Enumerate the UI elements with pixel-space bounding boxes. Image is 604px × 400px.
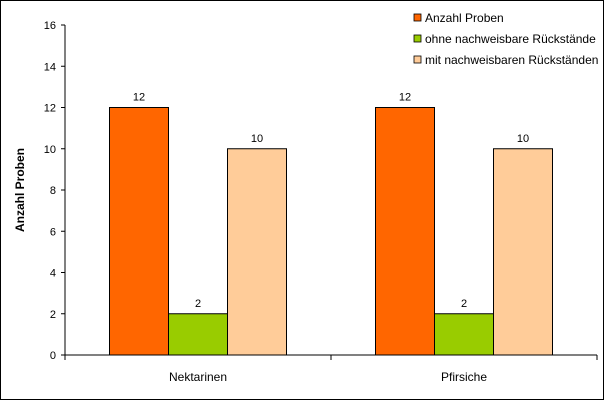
bar [493, 148, 553, 356]
y-tick-label: 6 [50, 226, 56, 238]
y-tick-label: 16 [44, 20, 56, 32]
x-category-label: Pfirsiche [441, 370, 487, 384]
y-tick-label: 8 [50, 185, 56, 197]
y-tick-label: 12 [44, 103, 56, 115]
y-tick-label: 2 [50, 309, 56, 321]
legend: Anzahl Proben ohne nachweisbare Rückständ… [413, 11, 598, 67]
legend-swatch [413, 34, 422, 43]
legend-label: Anzahl Proben [425, 11, 504, 25]
bar [375, 107, 435, 356]
bar-value-label: 10 [251, 133, 263, 145]
bar [109, 107, 169, 356]
y-tick-label: 10 [44, 144, 56, 156]
legend-label: mit nachweisbaren Rückständen [425, 53, 598, 67]
y-tick-label: 14 [44, 61, 56, 73]
bar [168, 313, 228, 356]
bar-value-label: 12 [399, 92, 411, 104]
bar-value-label: 10 [517, 133, 529, 145]
y-axis-title: Anzahl Proben [13, 148, 27, 232]
plot-area: 0 2 4 6 8 10 12 14 16 12 2 10 Nektarinen 12 2 10 Pfirsic… [44, 20, 598, 384]
y-tick-label: 4 [50, 268, 56, 280]
bar [434, 313, 494, 356]
bar [227, 148, 287, 356]
bar-value-label: 12 [133, 92, 145, 104]
bar-value-label: 2 [195, 298, 201, 310]
legend-swatch [413, 55, 422, 64]
bar-value-label: 2 [461, 298, 467, 310]
y-tick-label: 0 [50, 350, 56, 362]
legend-label: ohne nachweisbare Rückstände [425, 32, 596, 46]
legend-swatch [413, 13, 422, 22]
x-category-label: Nektarinen [169, 370, 227, 384]
